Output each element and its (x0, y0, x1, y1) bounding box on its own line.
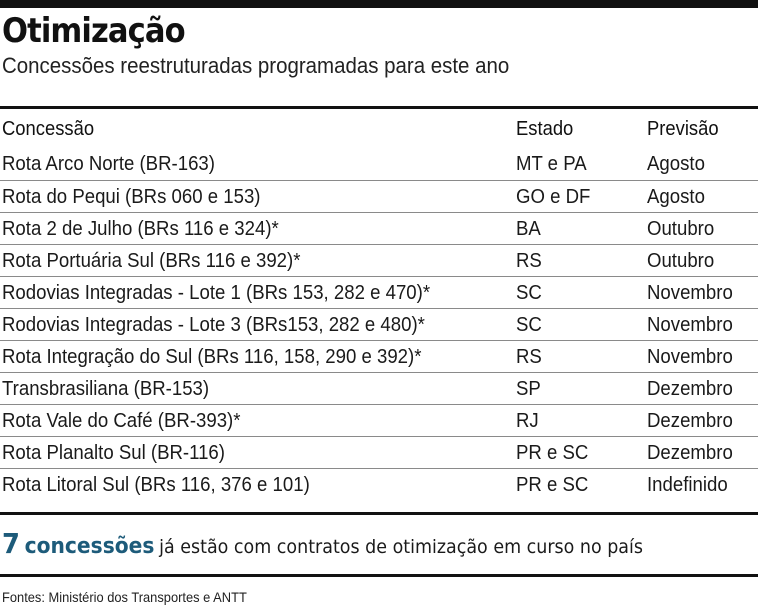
table-row: Rota Arco Norte (BR-163) MT e PA Agosto (0, 148, 758, 180)
table-header: Concessão Estado Previsão (0, 108, 758, 148)
cell-concessao: Rota Integração do Sul (BRs 116, 158, 29… (2, 346, 422, 368)
cell-previsao: Novembro (647, 346, 733, 368)
cell-estado: PR e SC (516, 442, 589, 464)
table-top-rule (0, 106, 758, 109)
cell-concessao: Rota do Pequi (BRs 060 e 153) (2, 186, 261, 208)
cell-concessao: Rota Litoral Sul (BRs 116, 376 e 101) (2, 474, 310, 496)
cell-previsao: Dezembro (647, 442, 733, 464)
table-row: Rota Portuária Sul (BRs 116 e 392)* RS O… (0, 244, 758, 276)
page-subtitle: Concessões reestruturadas programadas pa… (2, 53, 510, 78)
cell-concessao: Rota Portuária Sul (BRs 116 e 392)* (2, 250, 301, 272)
sources-credit: Fontes: Ministério dos Transportes e ANT… (2, 589, 247, 605)
cell-concessao: Rota Planalto Sul (BR-116) (2, 442, 225, 464)
footnote-text: já estão com contratos de otimização em … (159, 536, 643, 558)
cell-concessao: Rodovias Integradas - Lote 1 (BRs 153, 2… (2, 282, 431, 304)
cell-estado: BA (516, 218, 541, 240)
cell-estado: RS (516, 250, 542, 272)
cell-previsao: Novembro (647, 282, 733, 304)
header-previsao: Previsão (647, 118, 719, 140)
cell-previsao: Agosto (647, 186, 705, 208)
cell-concessao: Rota Vale do Café (BR-393)* (2, 410, 241, 432)
cell-estado: RJ (516, 410, 539, 432)
page-title: Otimização (2, 11, 186, 51)
table-row: Rota Planalto Sul (BR-116) PR e SC Dezem… (0, 436, 758, 468)
table-row: Rota 2 de Julho (BRs 116 e 324)* BA Outu… (0, 212, 758, 244)
concessions-table: Concessão Estado Previsão Rota Arco Nort… (0, 108, 758, 500)
table-row: Rota Litoral Sul (BRs 116, 376 e 101) PR… (0, 468, 758, 500)
cell-estado: MT e PA (516, 153, 587, 175)
cell-estado: PR e SC (516, 474, 589, 496)
cell-concessao: Rodovias Integradas - Lote 3 (BRs153, 28… (2, 314, 425, 336)
sources-rule (0, 574, 758, 577)
table-row: Transbrasiliana (BR-153) SP Dezembro (0, 372, 758, 404)
cell-estado: SC (516, 282, 542, 304)
cell-previsao: Agosto (647, 153, 705, 175)
cell-concessao: Rota 2 de Julho (BRs 116 e 324)* (2, 218, 279, 240)
table-body: Rota Arco Norte (BR-163) MT e PA Agosto … (0, 148, 758, 500)
cell-estado: SP (516, 378, 541, 400)
table-row: Rota Integração do Sul (BRs 116, 158, 29… (0, 340, 758, 372)
cell-previsao: Dezembro (647, 410, 733, 432)
header-estado: Estado (516, 118, 574, 140)
table-row: Rota Vale do Café (BR-393)* RJ Dezembro (0, 404, 758, 436)
table-bottom-rule (0, 512, 758, 515)
cell-previsao: Indefinido (647, 474, 728, 496)
header-concessao: Concessão (2, 118, 95, 140)
table-row: Rodovias Integradas - Lote 1 (BRs 153, 2… (0, 276, 758, 308)
top-bar (0, 0, 758, 8)
cell-estado: SC (516, 314, 542, 336)
table-row: Rota do Pequi (BRs 060 e 153) GO e DF Ag… (0, 180, 758, 212)
table-row: Rodovias Integradas - Lote 3 (BRs153, 28… (0, 308, 758, 340)
footnote: 7 concessões já estão com contratos de o… (2, 527, 643, 560)
cell-estado: GO e DF (516, 186, 591, 208)
cell-concessao: Rota Arco Norte (BR-163) (2, 153, 215, 175)
cell-previsao: Outubro (647, 218, 715, 240)
footnote-count: 7 (2, 527, 20, 560)
cell-concessao: Transbrasiliana (BR-153) (2, 378, 210, 400)
cell-previsao: Dezembro (647, 378, 733, 400)
cell-previsao: Outubro (647, 250, 715, 272)
cell-estado: RS (516, 346, 542, 368)
cell-previsao: Novembro (647, 314, 733, 336)
footnote-highlight: concessões (24, 534, 155, 559)
